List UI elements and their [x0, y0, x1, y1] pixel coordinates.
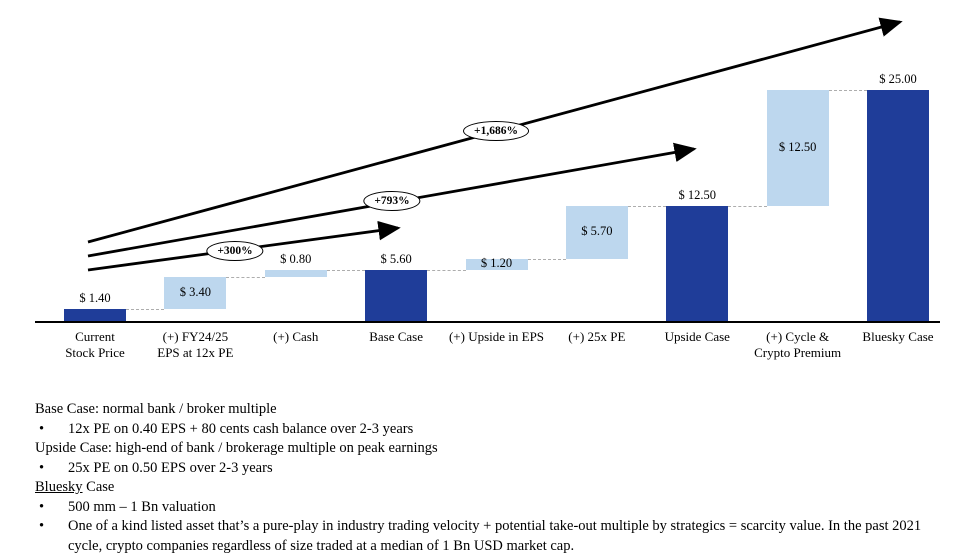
bar-value-label-6: $ 12.50 — [678, 188, 717, 202]
note-bullet-6: • One of a kind listed asset that’s a pur… — [35, 517, 938, 556]
note-bullet-text: 12x PE on 0.40 EPS + 80 cents cash balan… — [68, 420, 414, 437]
x-axis-label-6: Upside Case — [664, 329, 730, 344]
connector-line-1 — [126, 309, 165, 310]
waterfall-bar-6 — [666, 206, 729, 322]
bar-value-label-2: $ 0.80 — [280, 252, 312, 267]
waterfall-chart: $ 1.40 $ 3.40 $ 0.80 $ 5.60 $ 1.20 $ 5.70 $ 12… — [35, 17, 940, 360]
note-bullet-text: 25x PE on 0.50 EPS over 2-3 years — [68, 459, 273, 476]
bar-value-label-0: $ 1.40 — [79, 291, 111, 305]
growth-percent-badge-1: +793% — [363, 191, 421, 211]
waterfall-bar-4 — [465, 258, 528, 271]
bullet-glyph: • — [39, 420, 45, 437]
x-axis-label-1: (+) FY24/25 EPS at 12x PE — [157, 329, 234, 360]
notes-section: Base Case: normal bank / broker multiple… — [35, 400, 938, 556]
x-axis-label-4: (+) Upside in EPS — [448, 329, 545, 344]
bar-value-label-1: $ 3.40 — [179, 285, 211, 300]
waterfall-bar-5 — [565, 206, 628, 259]
connector-line-3 — [326, 270, 366, 272]
growth-arrows — [87, 17, 903, 272]
underlined-word: Bluesky — [35, 479, 83, 495]
waterfall-bar-7 — [766, 90, 829, 206]
waterfall-bar-8 — [867, 90, 929, 322]
waterfall-bar-0 — [64, 309, 126, 322]
growth-percent-badge-2: +1,686% — [463, 121, 529, 141]
bullet-glyph: • — [39, 518, 45, 534]
bar-value-label-4: $ 1.20 — [480, 256, 513, 271]
x-axis-label-2: (+) Cash — [273, 329, 319, 344]
connector-line-6 — [627, 206, 667, 207]
bar-value-label-7: $ 12.50 — [778, 140, 817, 154]
x-axis-label-5: (+) 25x PE — [568, 329, 626, 344]
connector-line-2 — [226, 277, 265, 279]
note-bullet-text: 500 mm – 1 Bn valuation — [68, 498, 216, 515]
x-axis-label-7: (+) Cycle & Crypto Premium — [754, 329, 842, 360]
connector-line-5 — [527, 258, 566, 260]
bar-value-label-3: $ 5.60 — [380, 252, 412, 267]
x-axis-label-8: Bluesky Case — [862, 329, 934, 344]
bar-value-label-5: $ 5.70 — [581, 224, 613, 239]
waterfall-bar-2 — [264, 270, 327, 278]
waterfall-bar-3 — [365, 270, 428, 322]
bar-value-label-8: $ 25.00 — [879, 72, 917, 86]
growth-percent-badge-0: +300% — [206, 241, 264, 261]
x-axis-label-3: Base Case — [369, 329, 424, 344]
note-bullet-text: One of a kind listed asset that’s a pure… — [68, 518, 922, 554]
x-axis-line — [35, 321, 940, 323]
note-heading-4: Bluesky Case — [35, 479, 115, 495]
connector-line-4 — [427, 270, 466, 272]
note-bullet-3: • 25x PE on 0.50 EPS over 2-3 years — [35, 459, 938, 479]
x-axis-label-0: Current Stock Price — [65, 329, 125, 360]
bullet-glyph: • — [39, 498, 45, 515]
waterfall-bar-1 — [164, 277, 227, 309]
note-bullet-5: • 500 mm – 1 Bn valuation — [35, 498, 938, 518]
bullet-glyph: • — [39, 459, 45, 476]
connector-line-8 — [828, 90, 867, 91]
note-heading-0: Base Case: normal bank / broker multiple — [35, 401, 277, 417]
connector-line-7 — [728, 206, 767, 207]
note-heading-2: Upside Case: high-end of bank / brokerag… — [35, 440, 438, 456]
note-bullet-1: • 12x PE on 0.40 EPS + 80 cents cash bala… — [35, 420, 938, 440]
